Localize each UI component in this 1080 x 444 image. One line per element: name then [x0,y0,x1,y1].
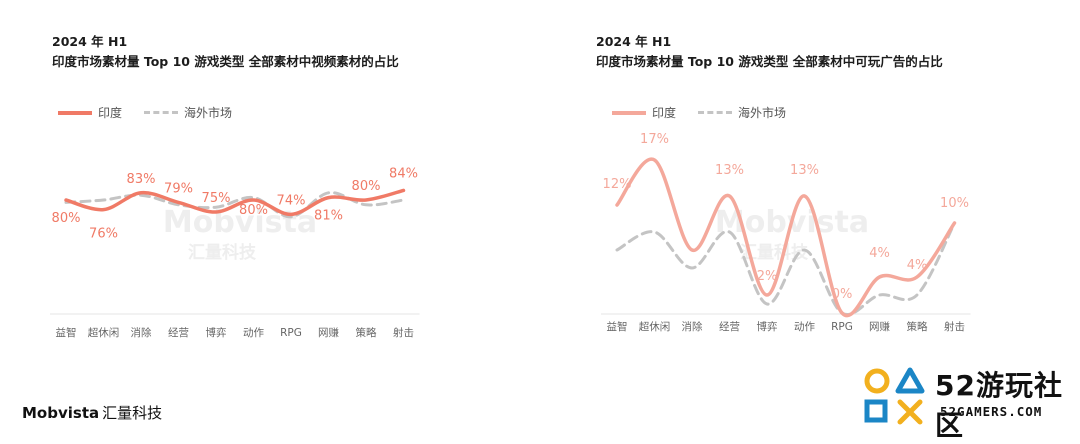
x-tick-label: 益智 [607,320,628,333]
legend-swatch-overseas [144,111,179,114]
data-label: 84% [389,166,418,181]
series-line-overseas [64,191,405,219]
x-tick-label: 网赚 [318,326,339,339]
data-label: 76% [89,227,118,242]
x-tick-label: RPG [831,321,853,333]
legend-label-india: 印度 [98,106,123,120]
legend-label-overseas: 海外市场 [184,106,233,120]
legend-swatch-india [58,110,92,115]
right-chart-title: 2024 年 H1 [596,34,672,49]
watermark-brand: Mobvista [163,205,317,240]
data-label: 13% [790,163,819,178]
data-label: 81% [314,209,343,224]
data-label: 10% [940,196,969,211]
x-tick-label: 射击 [393,326,414,339]
data-label: 2% [757,269,778,284]
x-tick-label: 博弈 [206,326,227,339]
footer-brand-name: Mobvista [22,404,100,422]
series-line-india [615,157,957,318]
footer-brand: Mobvista 汇量科技 [22,402,162,423]
legend-swatch-india [612,110,646,115]
site-logo-icon [864,367,925,425]
data-label: 80% [239,203,268,218]
charts-canvas: Mobvista汇量科技80%76%83%79%75%80%74%81%80%8… [50,132,971,339]
x-tick-label: 网赚 [869,320,890,333]
site-name: 52游玩社区 [935,369,1063,442]
x-tick-label: 消除 [682,320,703,333]
data-label: 0% [832,287,853,302]
site-url: 52GAMERS.COM [940,404,1043,419]
legend-label-overseas: 海外市场 [738,106,787,120]
data-label: 80% [52,211,81,226]
x-tick-label: 动作 [243,327,264,339]
data-label: 74% [277,193,306,208]
right-chart-subtitle: 印度市场素材量 Top 10 游戏类型 全部素材中可玩广告的占比 [596,54,943,69]
legend-label-india: 印度 [652,106,677,120]
x-tick-label: 超休闲 [88,326,120,339]
x-tick-label: 经营 [719,320,740,333]
watermark-brand-cn: 汇量科技 [188,242,257,263]
left-chart-subtitle: 印度市场素材量 Top 10 游戏类型 全部素材中视频素材的占比 [52,54,399,69]
data-label: 4% [869,246,890,261]
data-label: 83% [127,172,156,187]
x-tick-label: 动作 [794,321,815,333]
data-label: 13% [715,163,744,178]
series-line-india [64,188,406,217]
data-label: 79% [164,181,193,196]
series-line-overseas [615,221,956,316]
footer-brand-cn: 汇量科技 [102,404,163,422]
watermark-brand-cn: 汇量科技 [740,242,809,263]
x-tick-label: 策略 [907,320,928,333]
data-label: 75% [202,191,231,206]
x-tick-label: 策略 [356,326,377,339]
data-label: 80% [352,179,381,194]
x-tick-label: RPG [280,327,302,339]
x-tick-label: 超休闲 [639,320,671,333]
left-chart-title: 2024 年 H1 [52,34,128,49]
legend-swatch-overseas [698,111,733,114]
data-label: 4% [907,258,928,273]
x-tick-label: 射击 [944,320,965,333]
data-label: 12% [603,177,632,192]
x-tick-label: 消除 [131,326,152,339]
right-legend: 印度 海外市场 [612,104,808,121]
x-tick-label: 博弈 [757,320,778,333]
x-tick-label: 益智 [56,326,77,339]
x-tick-label: 经营 [168,326,189,339]
left-legend: 印度 海外市场 [58,104,254,121]
data-label: 17% [640,132,669,147]
